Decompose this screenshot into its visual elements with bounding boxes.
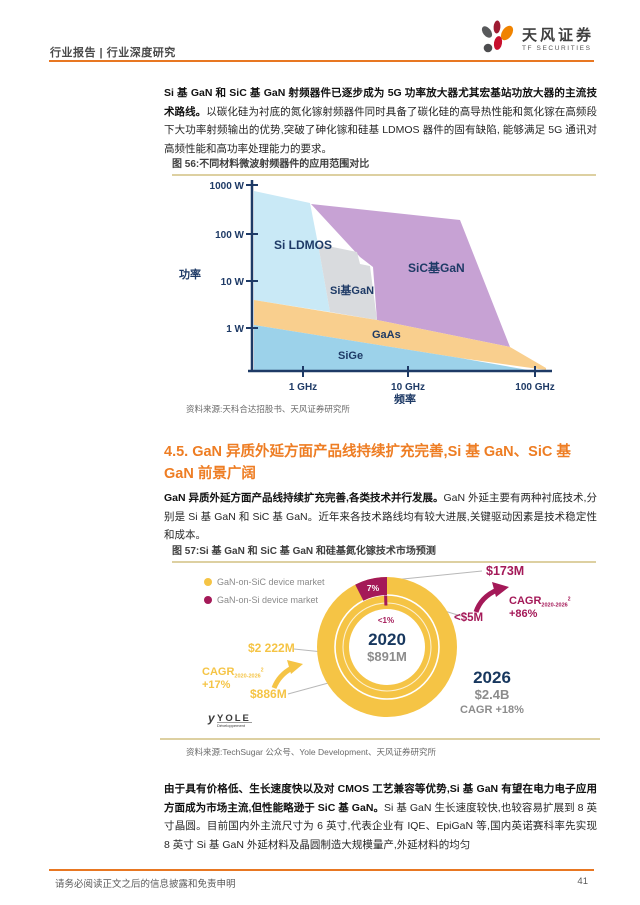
label-sige: SiGe [338,350,363,362]
cagr-si-value: +86% [509,608,538,620]
paragraph-1-lead: Si 基 GaN 和 SiC 基 GaN 射频器件已逐步成为 5G 功率放大器尤… [164,87,597,118]
share-7pct: 7% [367,583,380,593]
report-type-label: 行业报告 | 行业深度研究 [50,47,176,59]
y-tick-100w: 100 W [215,230,244,241]
label-si-ldmos: Si LDMOS [274,238,332,252]
forecast-cagr: CAGR +18% [460,704,524,716]
svg-text:y: y [207,711,216,725]
y-axis-label: 功率 [179,267,201,281]
figure-57-chart: GaN-on-SiC device market GaN-on-Si devic… [202,564,571,728]
value-lt5m: <$5M [454,612,483,624]
region-si-gan [318,244,377,320]
yole-logo-main: YOLE [217,713,251,724]
tf-petals-icon [481,20,514,53]
region-gaas [254,300,546,370]
footer-page-number: 41 [577,876,588,887]
slice-2026-gan-on-si [355,576,387,601]
value-2222m: $2 222M [248,641,295,655]
x-tick-100ghz: 100 GHz [515,382,554,393]
paragraph-2: GaN 异质外延方面产品线持续扩充完善,各类技术并行发展。GaN 外延主要有两种… [164,489,597,545]
paragraph-3-rest: Si 基 GaN 生长速度较快,也较容易扩展到 8 英寸晶圆。目前国内外主流尺寸… [164,801,597,852]
legend-dot-gan-on-si [204,596,212,604]
donut-2020-2026: 7% <1% 2020 $891M [317,576,457,717]
cagr-sic-value: +17% [202,679,231,691]
value-173m: $173M [486,564,524,578]
forecast-value: $2.4B [475,687,510,702]
region-sige [254,325,528,370]
yole-logo-sub: Développement [217,723,246,728]
footer-disclaimer: 请务必阅读正文之后的信息披露和免责申明 [55,879,236,890]
y-tick-1w: 1 W [226,324,244,335]
center-value: $891M [367,649,407,664]
x-tick-1ghz: 1 GHz [289,382,317,393]
paragraph-2-rest: GaN 外延主要有两种衬底技术,分别是 Si 基 GaN 和 SiC 基 GaN… [164,492,597,542]
arrow-yellow-head [287,660,303,674]
cagr-sic: CAGR2020-20262 [202,666,264,680]
figure-56-caption: 图 56:不同材料微波射频器件的应用范围对比 [172,155,596,176]
brand-name-en: TF SECURITIES [521,44,592,52]
leader-173m [392,570,483,581]
arrow-yellow [271,665,294,689]
share-lt1pct: <1% [378,616,394,625]
legend-label-gan-on-si: GaN-on-Si device market [217,595,319,605]
footer-divider [49,869,594,871]
paragraph-1-rest: 以碳化硅为衬底的氮化镓射频器件同时具备了碳化硅的高导热性能和氮化镓在高频段下大功… [164,105,597,156]
x-tick-10ghz: 10 GHz [391,382,425,393]
figure-56-source: 资料来源:天科合达招股书、天风证券研究所 [186,404,350,414]
paragraph-3-lead: 由于具有价格低、生长速度快以及对 CMOS 工艺兼容等优势,Si 基 GaN 有… [164,783,597,814]
figure-57-source: 资料来源:TechSugar 公众号、Yole Development、天风证券… [186,747,437,757]
value-886m: $886M [250,687,287,701]
region-sic-gan [311,204,510,347]
paragraph-2-lead: GaN 异质外延方面产品线持续扩充完善,各类技术并行发展。 [164,492,444,504]
cagr-si: CAGR2020-20262 [509,595,571,609]
label-gaas: GaAs [372,329,401,341]
label-si-gan: Si基GaN [330,283,374,297]
label-sic-gan: SiC基GaN [408,260,465,275]
legend-dot-gan-on-sic [204,578,212,586]
section-heading: 4.5. GaN 异质外延方面产品线持续扩充完善,Si 基 GaN、SiC 基 … [164,444,571,483]
tf-securities-logo: 天风证券 TF SECURITIES [478,20,594,60]
figure-57-source-block: 资料来源:TechSugar 公众号、Yole Development、天风证券… [160,738,600,758]
yole-logo: y YOLE Développement [207,711,252,728]
figure-57-caption: 图 57:Si 基 GaN 和 SiC 基 GaN 和硅基氮化镓技术市场预测 [172,542,596,563]
arrow-maroon-head [492,582,509,597]
figure-56-chart: 1000 W 100 W 10 W 1 W 1 GHz 10 GHz 100 G… [179,180,555,404]
paragraph-3: 由于具有价格低、生长速度快以及对 CMOS 工艺兼容等优势,Si 基 GaN 有… [164,780,597,855]
legend-label-gan-on-sic: GaN-on-SiC device market [217,577,325,587]
paragraph-1: Si 基 GaN 和 SiC 基 GaN 射频器件已逐步成为 5G 功率放大器尤… [164,84,597,159]
header-divider [49,60,594,62]
region-si-ldmos [254,191,330,312]
x-axis-label: 频率 [394,392,416,404]
brand-name-cn: 天风证券 [521,26,594,44]
y-tick-10w: 10 W [221,277,245,288]
center-year: 2020 [368,630,406,649]
y-tick-1000w: 1000 W [210,181,245,192]
arrow-maroon [473,587,499,613]
forecast-year: 2026 [473,668,511,687]
